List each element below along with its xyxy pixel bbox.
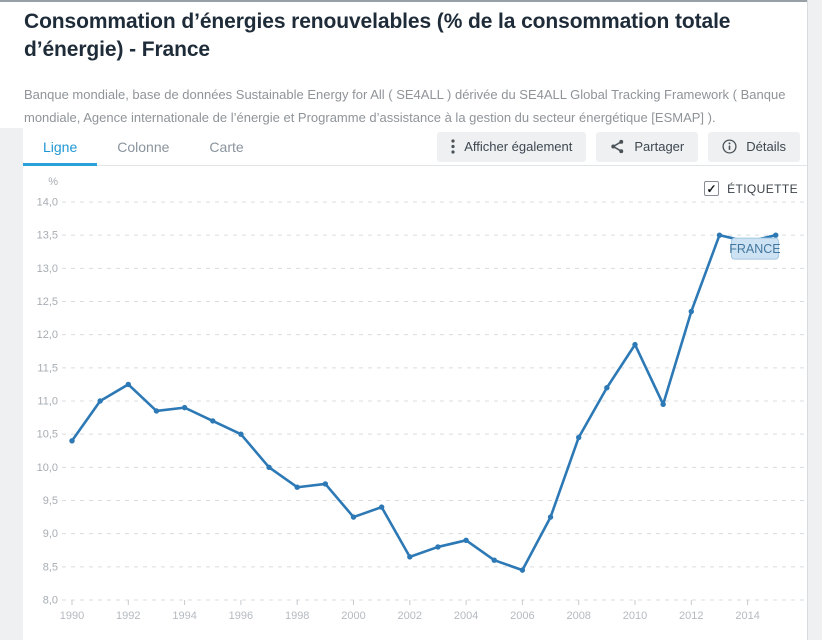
- details-label: Détails: [746, 139, 786, 154]
- data-line: [70, 233, 778, 572]
- content-area: Ligne Colonne Carte Afficher également: [0, 128, 807, 640]
- data-point: [407, 554, 413, 560]
- y-tick-label: 8,0: [43, 595, 58, 607]
- x-tick-label: 1998: [285, 610, 309, 622]
- data-point: [773, 232, 779, 238]
- x-tick-label: 1994: [172, 610, 196, 622]
- x-tick-label: 1990: [60, 610, 84, 622]
- chart-card: Ligne Colonne Carte Afficher également: [23, 128, 807, 640]
- x-tick-label: 2012: [679, 610, 703, 622]
- info-icon: [722, 139, 737, 154]
- show-also-button[interactable]: Afficher également: [437, 131, 587, 162]
- y-tick-label: 9,0: [43, 528, 58, 540]
- svg-text:FRANCE: FRANCE: [729, 242, 780, 256]
- x-tick-label: 2002: [398, 610, 422, 622]
- data-point: [519, 567, 526, 573]
- show-also-label: Afficher également: [464, 139, 573, 154]
- y-tick-label: 9,5: [43, 495, 58, 507]
- data-point: [294, 484, 300, 490]
- page-title: Consommation d’énergies renouvelables (%…: [24, 10, 731, 61]
- y-tick-label: 8,5: [43, 561, 58, 573]
- x-tick-label: 2000: [341, 610, 365, 622]
- data-point: [266, 464, 272, 471]
- y-tick-label: 11,5: [37, 362, 58, 374]
- data-point: [463, 537, 469, 543]
- data-point: [688, 308, 694, 315]
- data-point: [153, 408, 160, 414]
- x-tick-label: 2014: [735, 610, 759, 622]
- scrollbar-track[interactable]: [807, 0, 822, 640]
- y-tick-label: 12,5: [37, 296, 58, 308]
- data-point: [604, 385, 610, 391]
- x-tick-label: 2006: [510, 610, 534, 622]
- y-tick-label: 13,0: [37, 263, 58, 275]
- y-axis-unit: %: [48, 176, 58, 188]
- data-point: [632, 341, 638, 348]
- data-point: [378, 504, 385, 510]
- chart-toolbar: Ligne Colonne Carte Afficher également: [23, 128, 807, 166]
- data-point: [716, 232, 723, 238]
- share-icon: [610, 139, 625, 154]
- data-point: [181, 404, 188, 411]
- data-point: [238, 431, 244, 437]
- data-point: [660, 401, 666, 408]
- x-tick-label: 2004: [454, 610, 478, 622]
- y-tick-label: 13,5: [37, 230, 58, 242]
- data-point: [435, 544, 441, 550]
- chart-area: % 14,0 13,5 13,0 12,5 12,0 11,5 11,0 10,5 10,0 9,5…: [23, 166, 807, 640]
- series-badge: FRANCE: [729, 237, 781, 260]
- kebab-menu-icon: [451, 139, 455, 154]
- x-tick-label: 1996: [229, 610, 253, 622]
- data-point: [69, 438, 75, 444]
- x-tick-label: 1992: [116, 610, 140, 622]
- y-tick-label: 12,0: [37, 329, 58, 341]
- share-button[interactable]: Partager: [596, 131, 699, 162]
- data-point: [210, 418, 216, 424]
- share-label: Partager: [634, 139, 685, 154]
- data-point: [547, 514, 554, 520]
- chart-header: Consommation d’énergies renouvelables (%…: [0, 2, 807, 128]
- data-point: [576, 434, 582, 441]
- y-tick-label: 10,0: [37, 462, 58, 474]
- data-source-note: Banque mondiale, base de données Sustain…: [24, 87, 786, 125]
- data-point: [322, 481, 329, 487]
- line-chart-canvas[interactable]: % 14,0 13,5 13,0 12,5 12,0 11,5 11,0 10,5 10,0 9,5…: [23, 166, 807, 640]
- tab-carte[interactable]: Carte: [209, 138, 244, 155]
- chart-type-tabs: Ligne Colonne Carte: [23, 128, 264, 166]
- data-point: [491, 557, 497, 563]
- data-point: [350, 514, 357, 520]
- checkbox-checked-icon[interactable]: ✓: [704, 181, 720, 196]
- y-tick-label: 10,5: [37, 429, 58, 441]
- x-tick-label: 2008: [566, 610, 590, 622]
- details-button[interactable]: Détails: [708, 131, 800, 162]
- etiquette-label: ÉTIQUETTE: [727, 181, 798, 196]
- data-point: [125, 381, 131, 388]
- data-point: [97, 398, 103, 404]
- x-tick-label: 2010: [623, 610, 647, 622]
- y-tick-label: 14,0: [37, 197, 58, 209]
- tab-colonne[interactable]: Colonne: [117, 138, 170, 155]
- etiquette-toggle[interactable]: ✓ ÉTIQUETTE: [704, 181, 798, 196]
- tab-ligne[interactable]: Ligne: [23, 128, 98, 166]
- y-tick-label: 11,0: [37, 396, 58, 408]
- toolbar-actions: Afficher également Partager Détails: [437, 128, 807, 165]
